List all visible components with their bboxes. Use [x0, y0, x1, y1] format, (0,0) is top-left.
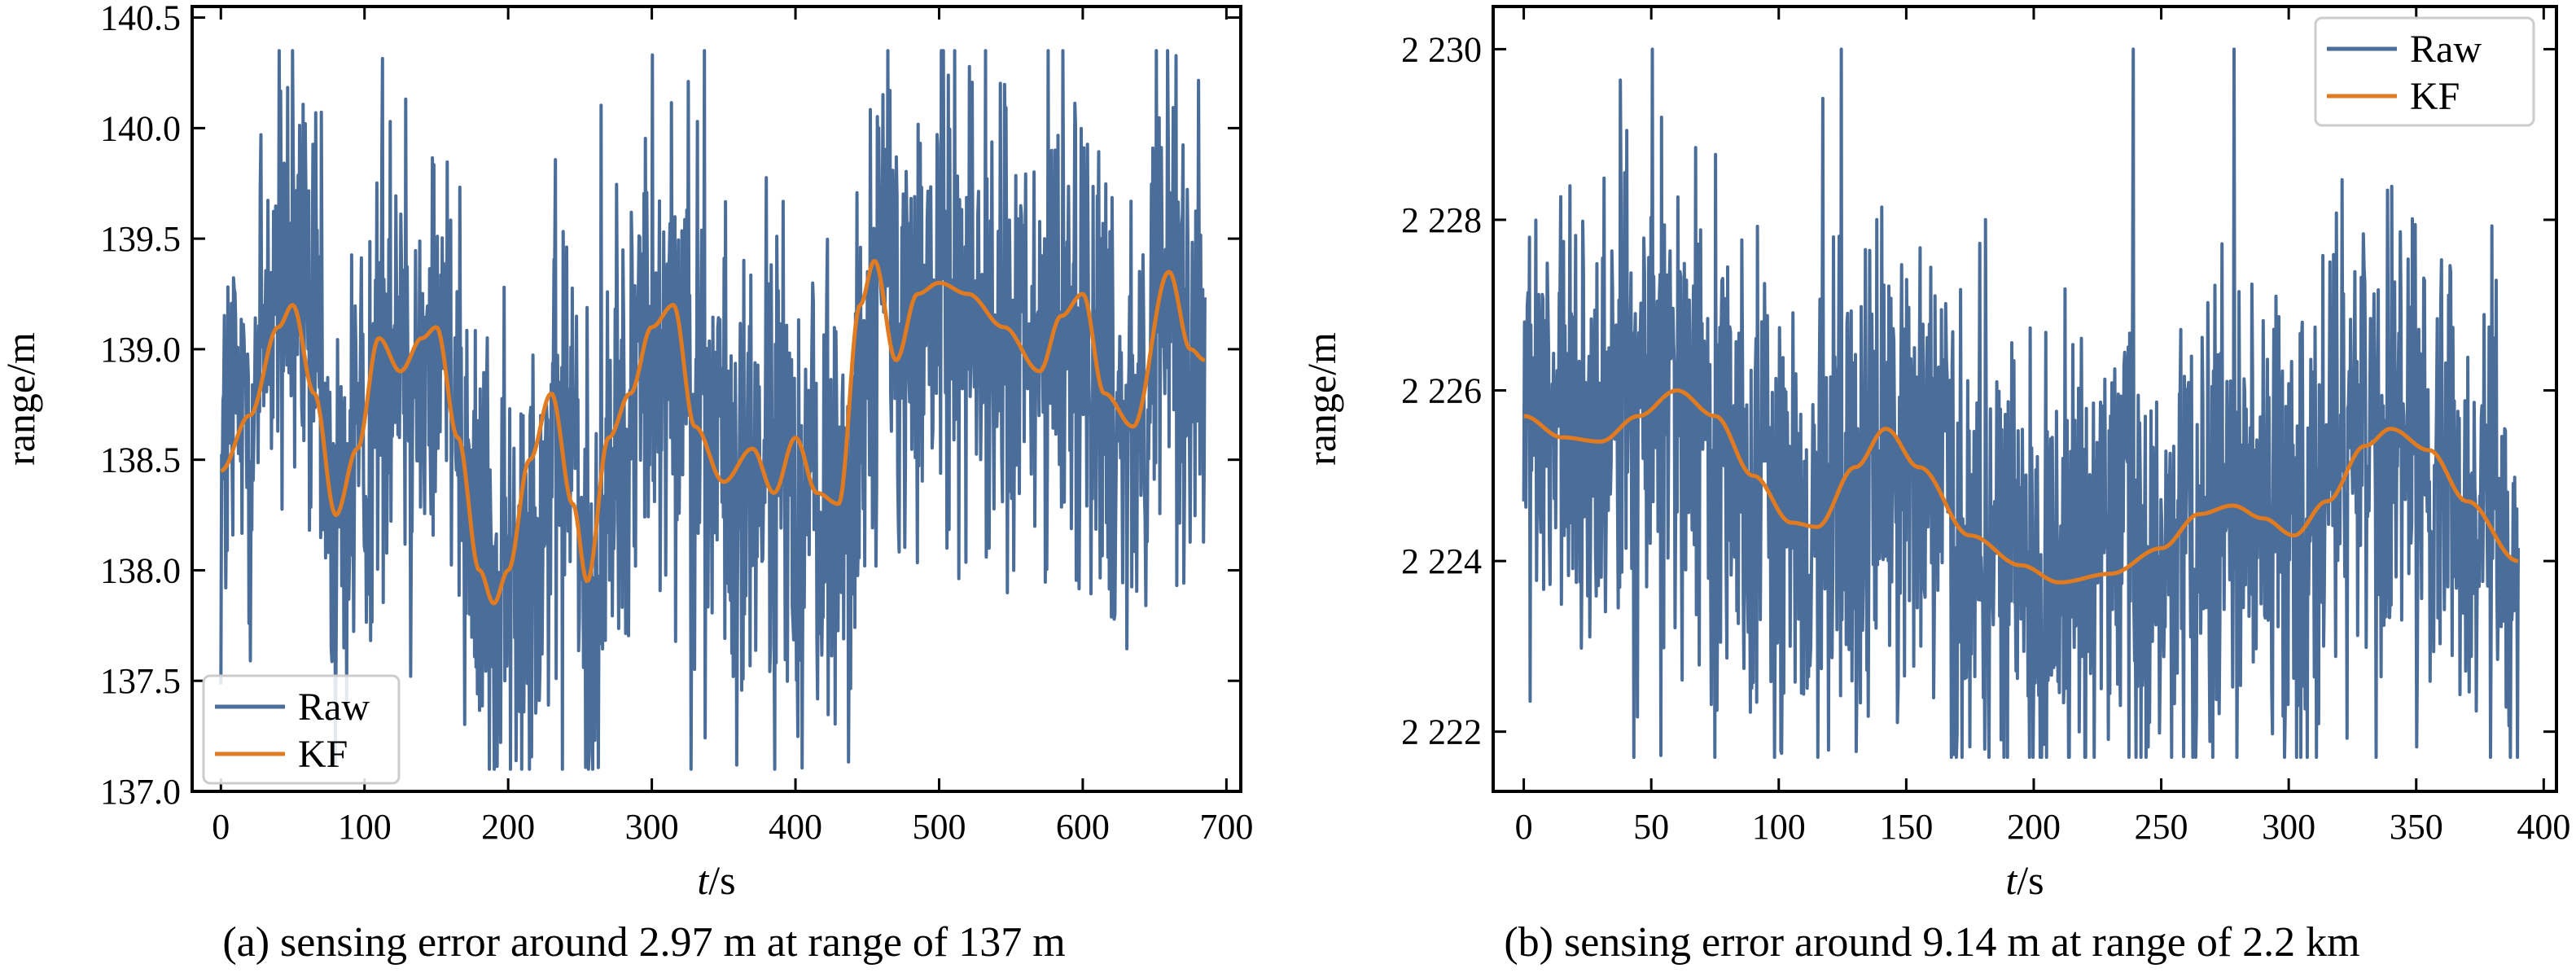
x-axis-label-var: t [2005, 857, 2017, 903]
y-axis-label: range/m [1299, 332, 1344, 466]
x-tick-label: 300 [625, 807, 679, 847]
y-tick-label: 2 224 [1401, 541, 1482, 581]
x-tick-label: 700 [1199, 807, 1253, 847]
x-axis-label-unit: /s [2017, 857, 2044, 903]
y-tick-label: 140.5 [100, 0, 181, 38]
chart-a-caption: (a) sensing error around 2.97 m at range… [222, 919, 1066, 966]
x-tick-label: 400 [2517, 807, 2570, 847]
y-tick-label: 138.5 [100, 440, 181, 480]
y-tick-label: 2 230 [1401, 29, 1482, 69]
legend-label-kf: KF [2410, 75, 2460, 118]
y-tick-label: 2 228 [1401, 200, 1482, 240]
legend-box [2314, 16, 2535, 127]
y-axis-label: range/m [0, 332, 43, 466]
x-tick-label: 100 [338, 807, 392, 847]
x-tick-label: 600 [1056, 807, 1110, 847]
y-tick-label: 2 226 [1401, 371, 1482, 411]
legend-label-kf: KF [298, 733, 348, 776]
y-tick-label: 140.0 [100, 108, 181, 148]
y-tick-label: 137.5 [100, 661, 181, 701]
y-tick-label: 139.0 [100, 330, 181, 370]
chart-b-caption: (b) sensing error around 9.14 m at range… [1504, 919, 2360, 966]
x-axis-label: t/s [697, 857, 735, 903]
plot-frame [191, 5, 1242, 793]
x-axis-label-var: t [697, 857, 709, 903]
x-tick-label: 50 [1633, 807, 1669, 847]
x-axis-label: t/s [2005, 857, 2044, 903]
x-tick-label: 250 [2135, 807, 2188, 847]
y-tick-label: 138.0 [100, 550, 181, 590]
x-axis-label-unit: /s [708, 857, 735, 903]
legend-box [202, 674, 401, 785]
raw-series-line [1522, 47, 2520, 760]
x-tick-label: 100 [1752, 807, 1806, 847]
legend-label-raw: Raw [298, 686, 370, 729]
x-tick-label: 150 [1879, 807, 1933, 847]
chart-a: 0 100 200 300 400 500 600 700 137.0 137.5 138.0 138… [0, 0, 1253, 903]
x-tick-label: 0 [1515, 807, 1533, 847]
kf-series-line [220, 259, 1206, 606]
raw-series-line [219, 49, 1207, 771]
chart-panel-b: 0 50 100 150 200 250 300 350 400 2 222 2 224 2 226 2… [1288, 0, 2576, 977]
y-tick-label: 139.5 [100, 219, 181, 259]
chart-panel-a: 0 100 200 300 400 500 600 700 137.0 137.5 138.0 138… [0, 0, 1253, 966]
x-tick-label: 350 [2390, 807, 2443, 847]
legend-label-raw: Raw [2410, 28, 2482, 71]
x-tick-label: 200 [481, 807, 535, 847]
plot-frame [1492, 5, 2558, 793]
x-tick-label: 500 [912, 807, 966, 847]
y-tick-label: 2 222 [1401, 712, 1482, 752]
x-tick-label: 200 [2007, 807, 2061, 847]
x-tick-label: 0 [212, 807, 230, 847]
kf-series-line [1523, 388, 2519, 585]
x-tick-label: 400 [769, 807, 822, 847]
x-tick-label: 300 [2262, 807, 2315, 847]
chart-b: 0 50 100 150 200 250 300 350 400 2 222 2 224 2 226 2… [1299, 5, 2570, 903]
y-tick-label: 137.0 [100, 772, 181, 812]
